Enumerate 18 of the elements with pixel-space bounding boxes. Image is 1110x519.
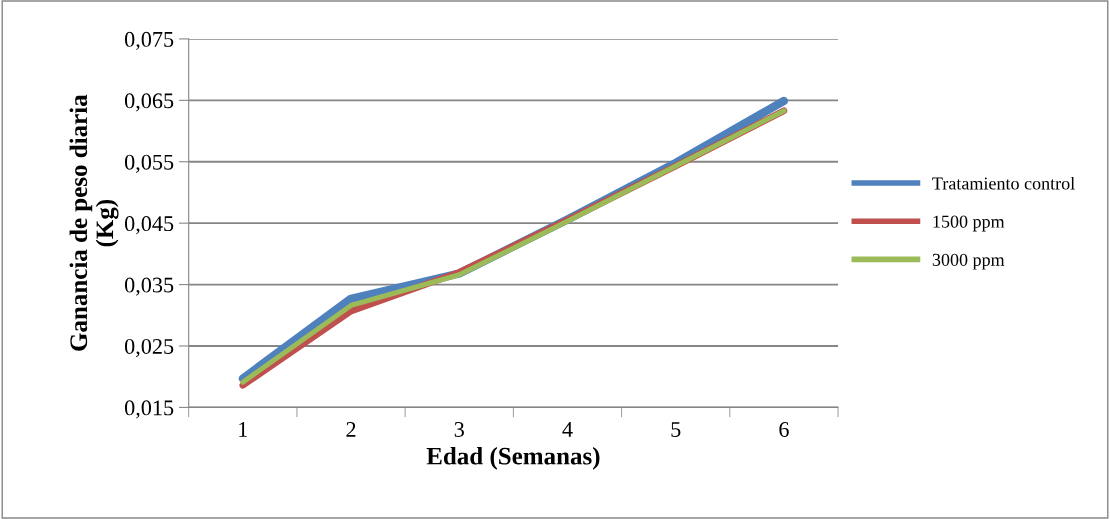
y-tick-label: 0,035	[124, 277, 174, 296]
legend-label: Tratamiento control	[932, 176, 1075, 190]
legend-label: 3000 ppm	[932, 253, 1005, 270]
y-tick-label: 0,075	[124, 31, 174, 51]
y-axis-title: Ganancia de peso diaria (Kg)	[69, 94, 119, 351]
legend-label: 1500 ppm	[933, 215, 1005, 232]
y-tick-label: 0,025	[124, 338, 174, 358]
x-tick-label: 3	[454, 422, 464, 437]
y-tick-label: 0,065	[124, 93, 174, 112]
x-tick-label: 5	[671, 422, 681, 437]
x-axis-title: Edad (Semanas)	[426, 447, 600, 470]
x-tick-label: 2	[346, 422, 356, 437]
x-tick-label: 6	[779, 422, 789, 437]
y-tick-label: 0,045	[124, 216, 174, 235]
y-tick-label: 0,055	[124, 154, 174, 173]
x-tick-label: 4	[562, 422, 573, 437]
y-tick-label: 0,015	[124, 400, 174, 419]
x-tick-label: 1	[239, 422, 248, 437]
